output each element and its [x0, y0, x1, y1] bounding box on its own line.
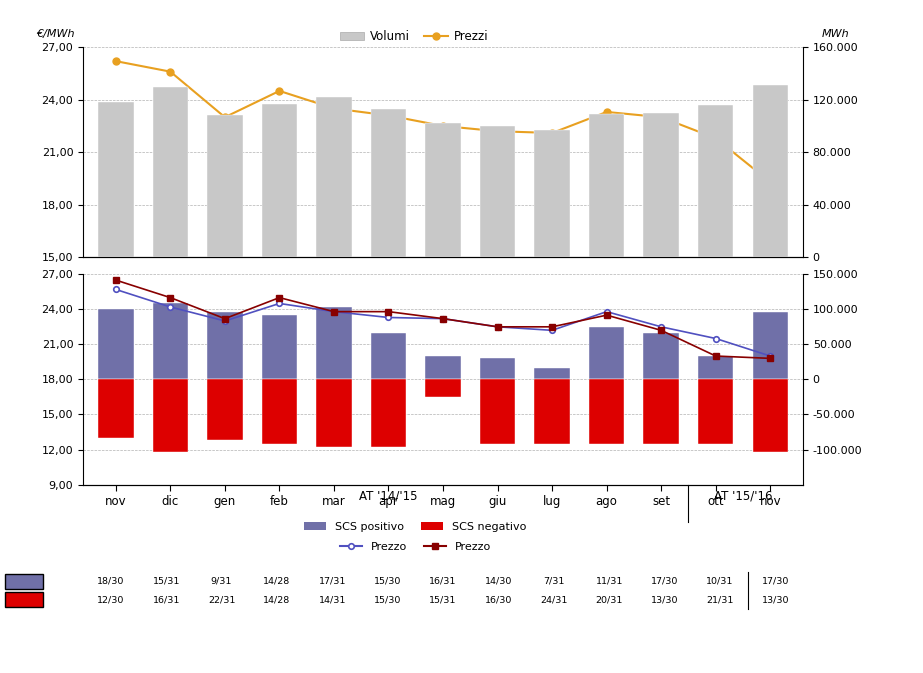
Text: 10/31: 10/31	[706, 577, 734, 586]
Bar	[317, 97, 352, 257]
Bar	[589, 380, 624, 444]
Bar	[643, 332, 679, 380]
Bar	[152, 304, 188, 380]
Text: 17/30: 17/30	[761, 577, 789, 586]
Bar	[371, 109, 406, 257]
Legend: Volumi, Prezzi: Volumi, Prezzi	[336, 26, 493, 48]
Bar	[98, 380, 134, 438]
Bar	[698, 105, 734, 257]
Bar	[262, 104, 297, 257]
Text: 7/31: 7/31	[543, 577, 565, 586]
Text: 12/30: 12/30	[97, 595, 125, 604]
Text: 14/28: 14/28	[263, 595, 291, 604]
Text: 14/30: 14/30	[485, 577, 512, 586]
Text: N.: N.	[18, 595, 30, 604]
Text: MWh: MWh	[822, 29, 850, 38]
Bar	[152, 87, 188, 257]
Bar	[207, 312, 243, 380]
Text: 13/30: 13/30	[651, 595, 678, 604]
Text: 21/31: 21/31	[706, 595, 734, 604]
Bar	[643, 380, 679, 444]
Text: 16/30: 16/30	[485, 595, 512, 604]
Bar	[589, 114, 624, 257]
Bar	[534, 130, 569, 257]
Bar	[262, 315, 297, 380]
Text: 24/31: 24/31	[540, 595, 568, 604]
Bar	[207, 380, 243, 440]
Text: €/MWh: €/MWh	[36, 29, 75, 38]
Text: 22/31: 22/31	[208, 595, 235, 604]
Text: 11/31: 11/31	[595, 577, 623, 586]
Text: N.: N.	[18, 577, 30, 586]
Bar	[426, 356, 461, 380]
Legend: SCS positivo, SCS negativo: SCS positivo, SCS negativo	[300, 518, 531, 536]
Bar	[698, 356, 734, 380]
Bar	[752, 85, 788, 257]
Bar	[98, 310, 134, 380]
Text: 14/28: 14/28	[263, 577, 291, 586]
Text: 15/30: 15/30	[374, 595, 402, 604]
Text: 9/31: 9/31	[210, 577, 233, 586]
Bar	[426, 123, 461, 257]
Bar	[752, 380, 788, 452]
Bar	[643, 113, 679, 257]
Bar	[262, 380, 297, 444]
Text: 16/31: 16/31	[152, 595, 180, 604]
Legend: Prezzo, Prezzo: Prezzo, Prezzo	[335, 538, 496, 557]
Text: 17/31: 17/31	[318, 577, 346, 586]
Bar	[480, 380, 515, 444]
Bar	[589, 327, 624, 380]
Bar	[480, 358, 515, 380]
Text: AT '14/'15: AT '14/'15	[359, 490, 418, 503]
Bar	[371, 380, 406, 447]
Bar	[152, 380, 188, 452]
Bar	[317, 380, 352, 447]
Bar	[207, 116, 243, 257]
Text: 15/30: 15/30	[374, 577, 402, 586]
Text: 13/30: 13/30	[761, 595, 789, 604]
Bar	[480, 126, 515, 257]
Text: 18/30: 18/30	[97, 577, 125, 586]
Text: 14/31: 14/31	[318, 595, 346, 604]
Text: 17/30: 17/30	[651, 577, 678, 586]
Bar	[752, 312, 788, 380]
Bar	[698, 380, 734, 444]
Bar	[98, 102, 134, 257]
Bar	[371, 332, 406, 380]
Text: AT '15/'16: AT '15/'16	[713, 490, 773, 503]
Bar	[534, 367, 569, 380]
Text: 16/31: 16/31	[429, 577, 457, 586]
Text: 15/31: 15/31	[152, 577, 180, 586]
Text: 20/31: 20/31	[595, 595, 623, 604]
Bar	[317, 307, 352, 380]
Bar	[426, 380, 461, 397]
Text: 15/31: 15/31	[429, 595, 457, 604]
Bar	[534, 380, 569, 444]
